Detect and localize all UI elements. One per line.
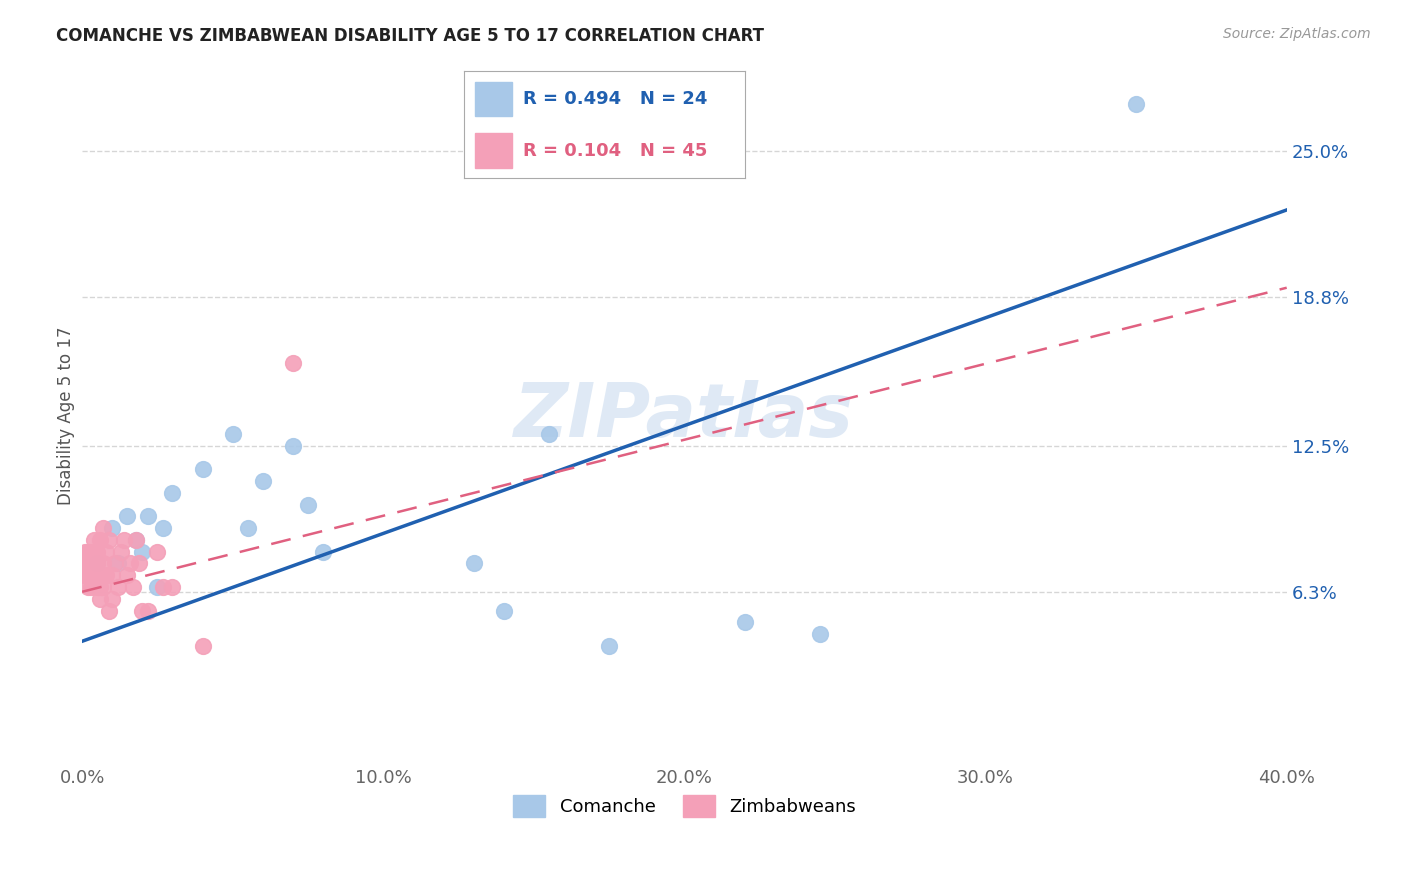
- Point: [537, 426, 560, 441]
- Point: [80, 544, 103, 558]
- Text: R = 0.494   N = 24: R = 0.494 N = 24: [523, 90, 707, 108]
- Point: [152, 521, 174, 535]
- Point: [83, 533, 105, 547]
- Point: [191, 462, 214, 476]
- Point: [138, 604, 160, 618]
- Point: [98, 604, 121, 618]
- Point: [89, 580, 111, 594]
- Point: [146, 544, 169, 558]
- Point: [492, 604, 515, 618]
- Point: [281, 356, 304, 370]
- Point: [107, 580, 129, 594]
- Point: [75, 568, 97, 582]
- Point: [101, 591, 124, 606]
- Point: [86, 557, 108, 571]
- Point: [146, 580, 169, 594]
- Point: [112, 533, 135, 547]
- Point: [98, 533, 121, 547]
- Point: [281, 439, 304, 453]
- FancyBboxPatch shape: [475, 82, 512, 116]
- Text: COMANCHE VS ZIMBABWEAN DISABILITY AGE 5 TO 17 CORRELATION CHART: COMANCHE VS ZIMBABWEAN DISABILITY AGE 5 …: [56, 27, 765, 45]
- Point: [598, 639, 620, 653]
- Legend: Comanche, Zimbabweans: Comanche, Zimbabweans: [505, 788, 863, 824]
- Text: R = 0.104   N = 45: R = 0.104 N = 45: [523, 142, 707, 160]
- Point: [91, 557, 114, 571]
- Point: [131, 544, 153, 558]
- Point: [91, 580, 114, 594]
- Point: [107, 557, 129, 571]
- Point: [75, 544, 97, 558]
- Point: [222, 426, 245, 441]
- Point: [312, 544, 335, 558]
- Point: [86, 568, 108, 582]
- Point: [128, 557, 150, 571]
- Point: [75, 557, 97, 571]
- Point: [101, 568, 124, 582]
- Point: [77, 580, 100, 594]
- Point: [104, 557, 127, 571]
- Point: [110, 544, 132, 558]
- Point: [162, 485, 184, 500]
- Text: ZIPatlas: ZIPatlas: [515, 380, 855, 452]
- Point: [120, 557, 142, 571]
- Point: [96, 568, 118, 582]
- Point: [125, 533, 148, 547]
- Point: [77, 568, 100, 582]
- Point: [77, 557, 100, 571]
- Point: [86, 557, 108, 571]
- Point: [252, 474, 274, 488]
- Point: [191, 639, 214, 653]
- Point: [122, 580, 145, 594]
- FancyBboxPatch shape: [475, 134, 512, 168]
- Point: [77, 544, 100, 558]
- Text: Source: ZipAtlas.com: Source: ZipAtlas.com: [1223, 27, 1371, 41]
- Point: [101, 521, 124, 535]
- Point: [131, 604, 153, 618]
- Point: [162, 580, 184, 594]
- Point: [808, 627, 831, 641]
- Point: [125, 533, 148, 547]
- Point: [89, 591, 111, 606]
- Point: [80, 568, 103, 582]
- Point: [86, 544, 108, 558]
- Point: [80, 580, 103, 594]
- Point: [297, 498, 319, 512]
- Point: [463, 557, 485, 571]
- Y-axis label: Disability Age 5 to 17: Disability Age 5 to 17: [58, 327, 75, 506]
- Point: [83, 557, 105, 571]
- Point: [138, 509, 160, 524]
- Point: [152, 580, 174, 594]
- Point: [734, 615, 756, 630]
- Point: [96, 544, 118, 558]
- Point: [236, 521, 259, 535]
- Point: [89, 533, 111, 547]
- Point: [83, 544, 105, 558]
- Point: [91, 521, 114, 535]
- Point: [1125, 96, 1147, 111]
- Point: [86, 580, 108, 594]
- Point: [117, 568, 139, 582]
- Point: [117, 509, 139, 524]
